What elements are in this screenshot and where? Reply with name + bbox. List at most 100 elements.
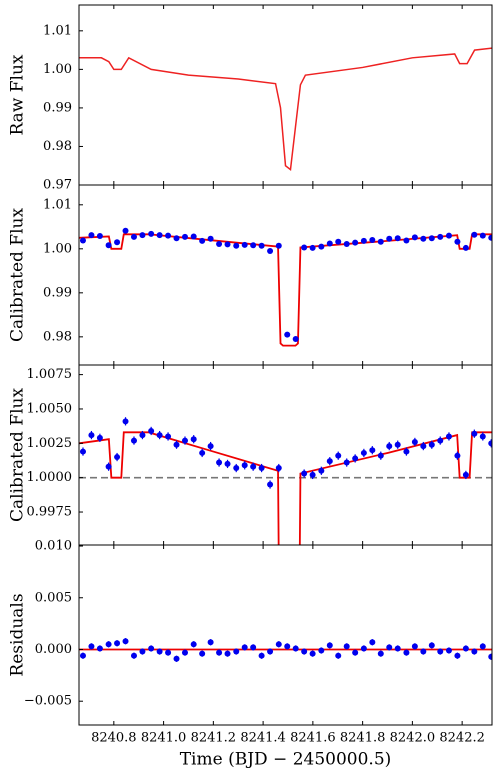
binned-point — [471, 430, 478, 437]
binned-point — [88, 232, 95, 239]
binned-point — [437, 233, 444, 240]
binned-point — [165, 649, 172, 656]
binned-point — [462, 244, 469, 251]
binned-point — [130, 437, 137, 444]
x-tick-label: 8241.6 — [290, 731, 336, 746]
binned-point — [479, 433, 486, 440]
y-tick-label: 0.99 — [43, 285, 72, 300]
y-tick-label: 0.005 — [35, 590, 72, 605]
binned-point — [148, 427, 155, 434]
binned-point — [411, 438, 418, 445]
binned-point — [420, 235, 427, 242]
binned-point — [88, 643, 95, 650]
binned-point — [156, 648, 163, 655]
y-tick-label: 1.0000 — [27, 470, 73, 485]
binned-point — [437, 648, 444, 655]
binned-point — [445, 647, 452, 654]
binned-point — [352, 455, 359, 462]
panel — [79, 417, 492, 545]
binned-point — [326, 458, 333, 465]
binned-point — [199, 237, 206, 244]
binned-point — [199, 650, 206, 657]
binned-point — [207, 443, 214, 450]
binned-point — [301, 648, 308, 655]
binned-point — [190, 436, 197, 443]
binned-point — [224, 650, 231, 657]
y-axis-label: Raw Flux — [8, 54, 28, 135]
y-tick-label: 0.97 — [43, 178, 72, 193]
x-axis-label: Time (BJD − 2450000.5) — [180, 750, 392, 770]
binned-point — [275, 465, 282, 472]
binned-point — [105, 463, 112, 470]
y-tick-label: 0.010 — [35, 539, 72, 554]
binned-point — [454, 238, 461, 245]
binned-point — [326, 642, 333, 649]
binned-point — [122, 227, 129, 234]
binned-point — [224, 460, 231, 467]
binned-point — [173, 235, 180, 242]
binned-point — [352, 239, 359, 246]
panel — [79, 227, 492, 347]
binned-point — [377, 650, 384, 657]
binned-point — [343, 459, 350, 466]
binned-point — [275, 641, 282, 648]
binned-point — [420, 648, 427, 655]
binned-point — [173, 441, 180, 448]
x-tick-label: 8242.2 — [439, 731, 485, 746]
binned-point — [318, 243, 325, 250]
y-axis-label: Calibrated Flux — [8, 208, 28, 343]
binned-point — [369, 237, 376, 244]
binned-point — [181, 437, 188, 444]
binned-point — [250, 644, 257, 651]
binned-point — [454, 452, 461, 459]
binned-point — [275, 242, 282, 249]
binned-point — [394, 235, 401, 242]
binned-point — [130, 233, 137, 240]
x-tick-label: 8241.2 — [191, 731, 237, 746]
binned-point — [216, 649, 223, 656]
y-tick-label: 1.00 — [43, 241, 72, 256]
binned-point — [479, 232, 486, 239]
binned-point — [377, 452, 384, 459]
binned-point — [181, 233, 188, 240]
binned-point — [88, 432, 95, 439]
binned-point — [241, 462, 248, 469]
binned-point — [190, 233, 197, 240]
binned-point — [335, 452, 342, 459]
binned-point — [326, 240, 333, 247]
x-tick-label: 8240.8 — [91, 731, 137, 746]
binned-point — [386, 235, 393, 242]
y-tick-label: 1.00 — [43, 62, 72, 77]
binned-point — [360, 449, 367, 456]
binned-point — [488, 653, 492, 660]
binned-point — [284, 643, 291, 650]
y-axis-label: Residuals — [8, 593, 28, 676]
binned-point — [216, 459, 223, 466]
panel-frame — [78, 184, 493, 366]
binned-point — [488, 440, 492, 447]
binned-point — [148, 230, 155, 237]
x-tick-label: 8241.0 — [141, 731, 187, 746]
binned-point — [335, 238, 342, 245]
binned-point — [386, 443, 393, 450]
binned-point — [309, 244, 316, 251]
x-tick-label: 8242.0 — [390, 731, 436, 746]
binned-point — [411, 643, 418, 650]
binned-point — [105, 242, 112, 249]
binned-point — [318, 467, 325, 474]
binned-point — [420, 443, 427, 450]
binned-point — [394, 441, 401, 448]
binned-point — [352, 649, 359, 656]
binned-point — [445, 433, 452, 440]
model-line — [79, 47, 492, 171]
binned-point — [428, 642, 435, 649]
binned-point — [462, 645, 469, 652]
binned-point — [79, 448, 86, 455]
binned-point — [139, 648, 146, 655]
binned-point — [403, 649, 410, 656]
binned-point — [233, 465, 240, 472]
y-tick-label: 0.000 — [35, 642, 72, 657]
binned-point — [488, 234, 492, 241]
binned-point — [471, 648, 478, 655]
binned-point — [199, 449, 206, 456]
